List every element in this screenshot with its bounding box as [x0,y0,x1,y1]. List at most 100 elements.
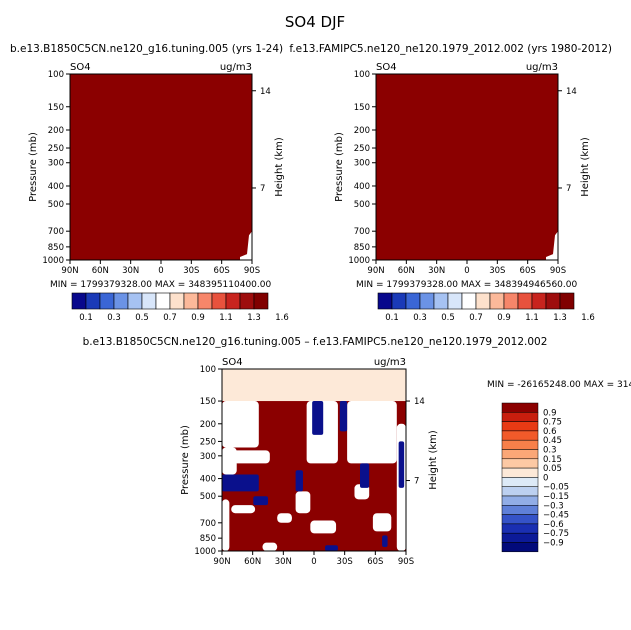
min-max-label: MIN = -26165248.00 MAX = 31424512. [487,380,631,390]
near-zero-region [310,520,337,534]
near-zero-region [222,401,259,448]
y-tick-label: 150 [48,103,64,113]
x-tick-label: 90S [550,266,566,276]
colorbar-swatch [501,412,539,422]
colorbar-swatch [501,523,539,534]
y-tick-label: 1000 [194,547,216,557]
x-tick-label: 30N [275,557,292,567]
colorbar-swatch [501,486,539,497]
y-tick-label: 700 [200,519,216,529]
chart-title: b.e13.B1850C5CN.ne120_g16.tuning.005 (yr… [10,43,283,55]
colorbar-swatch [225,292,241,310]
y-tick-label: 300 [200,452,216,462]
colorbar-level-label: 0.3 [543,446,557,456]
colorbar-level-label: 0.05 [543,464,562,474]
colorbar-swatch [447,292,463,310]
colorbar-level-label: 0.7 [163,313,177,323]
colorbar-swatch [141,292,157,310]
x-tick-label: 0 [311,557,316,567]
colorbar-swatch [391,292,407,310]
colorbar-level-label: 1.3 [247,313,261,323]
y-tick-label: 700 [354,227,370,237]
y-tick-label: 200 [354,126,370,136]
negative-region [295,470,303,492]
colorbar-swatch [239,292,255,310]
y-tick-label: 400 [354,182,370,192]
near-zero-region [262,542,278,551]
y-tick-label: 300 [354,159,370,169]
x-tick-label: 60N [244,557,261,567]
y-right-tick-label: 14 [414,397,425,407]
x-tick-label: 60S [214,266,230,276]
y-tick-label: 500 [48,200,64,210]
negative-region [253,496,268,506]
colorbar-swatch [169,292,185,310]
y-tick-label: 850 [48,243,64,253]
colorbar-level-label: −0.3 [543,501,564,511]
near-zero-region [372,513,392,532]
y-tick-label: 150 [354,103,370,113]
near-zero-region [295,491,311,514]
colorbar-level-label: 0.1 [79,313,93,323]
colorbar-swatch [99,292,115,310]
y-tick-label: 850 [200,534,216,544]
colorbar-level-label: 0 [543,473,548,483]
colorbar-level-label: 0.3 [107,313,121,323]
colorbar-level-label: 1.6 [275,313,289,323]
y-tick-label: 150 [200,397,216,407]
near-zero-region [277,513,292,523]
colorbar-swatch [559,292,575,310]
y-right-tick-label: 7 [260,184,265,194]
colorbar-swatch [377,292,393,310]
y-tick-label: 500 [200,492,216,502]
x-tick-label: 0 [464,266,469,276]
colorbar-level-label: 0.7 [469,313,483,323]
y-tick-label: 250 [200,437,216,447]
near-zero-region [222,499,230,551]
colorbar-swatch [475,292,491,310]
y-tick-label: 700 [48,227,64,237]
y-axis-label: Pressure (mb) [334,132,345,202]
colorbar-swatch [489,292,505,310]
colorbar-level-label: −0.6 [543,520,564,530]
y-right-tick-label: 7 [566,184,571,194]
negative-region [312,401,324,435]
colorbar-swatch [501,542,539,553]
y-tick-label: 100 [354,70,370,80]
negative-region [325,545,338,551]
chart-panel-2: f.e13.FAMIPC5.ne120_ne120.1979_2012.002 … [289,43,612,323]
colorbar-swatch [501,402,539,413]
variable-label: SO4 [222,357,243,368]
units-label: ug/m3 [374,357,406,368]
colorbar-swatch [501,495,539,506]
negative-region [339,401,348,432]
x-tick-label: 60N [92,266,109,276]
colorbar-level-label: 0.5 [135,313,149,323]
y-right-tick-label: 7 [414,477,419,487]
colorbar-level-label: 0.1 [385,313,399,323]
y-right-tick-label: 14 [566,87,577,97]
colorbar-swatch [71,292,87,310]
negative-region [398,441,405,488]
colorbar-swatch [501,458,539,469]
y-tick-label: 1000 [348,256,370,266]
y-tick-label: 1000 [42,256,64,266]
chart-title: b.e13.B1850C5CN.ne120_g16.tuning.005 – f… [83,336,548,348]
near-zero-region [231,505,256,514]
chart-panel-3: b.e13.B1850C5CN.ne120_g16.tuning.005 – f… [83,336,631,567]
colorbar-swatch [503,292,519,310]
x-tick-label: 90N [367,266,384,276]
colorbar-level-label: 1.1 [525,313,539,323]
x-tick-label: 90N [61,266,78,276]
y-tick-label: 850 [354,243,370,253]
near-zero-region [354,484,370,500]
colorbar-level-label: −0.05 [543,483,569,493]
topography-mask [546,231,558,260]
colorbar-swatch [501,430,539,441]
colorbar-swatch [501,532,539,543]
near-zero-region [233,450,270,464]
colorbar-swatch [211,292,227,310]
colorbar-swatch [501,421,539,432]
colorbar-swatch [197,292,213,310]
colorbar-level-label: 0.6 [543,427,557,437]
